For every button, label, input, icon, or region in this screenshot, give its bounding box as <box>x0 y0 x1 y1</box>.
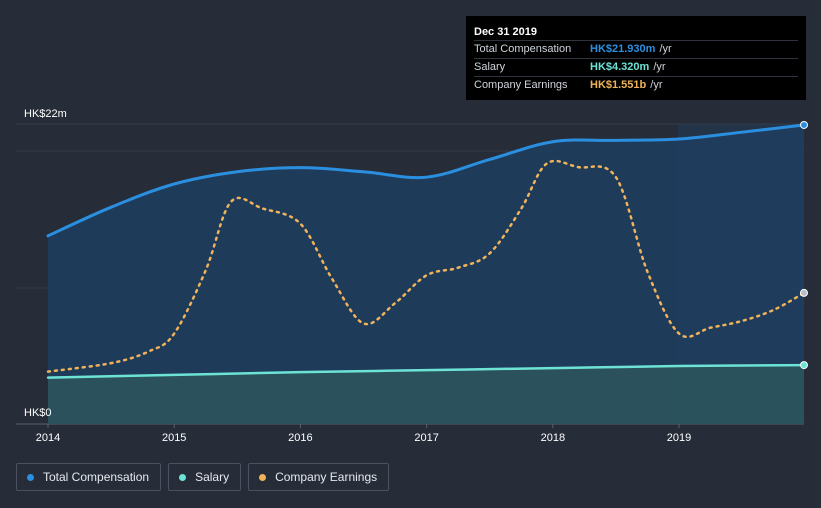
y-tick-label-min: HK$0 <box>24 407 52 419</box>
legend: Total Compensation Salary Company Earnin… <box>16 463 390 491</box>
series-lines <box>46 123 806 379</box>
tooltip-row-salary: Salary HK$4.320m /yr <box>474 58 798 76</box>
tooltip-value: HK$21.930m <box>590 43 656 55</box>
x-tick-label: 2018 <box>541 432 565 444</box>
tooltip-row-total-compensation: Total Compensation HK$21.930m /yr <box>474 40 798 58</box>
tooltip: Dec 31 2019 Total Compensation HK$21.930… <box>466 16 806 100</box>
legend-label: Company Earnings <box>275 470 378 484</box>
x-tick-label: 2019 <box>667 432 691 444</box>
tooltip-label: Total Compensation <box>474 43 572 55</box>
legend-dot-icon <box>179 473 187 481</box>
y-axis: HK$0 HK$22m <box>24 108 67 419</box>
x-tick-label: 2016 <box>288 432 312 444</box>
tooltip-row-company-earnings: Company Earnings HK$1.551b /yr <box>474 76 798 94</box>
tooltip-label: Salary <box>474 61 506 73</box>
x-tick-label: 2014 <box>36 432 60 444</box>
x-tick-label: 2017 <box>414 432 438 444</box>
salary-area <box>48 365 804 424</box>
total-compensation-line <box>46 123 806 238</box>
legend-dot-icon <box>259 473 267 481</box>
tooltip-unit: /yr <box>650 79 663 91</box>
legend-label: Salary <box>195 470 230 484</box>
total-compensation-end-marker <box>800 120 808 129</box>
tooltip-value: HK$4.320m <box>590 61 650 73</box>
tooltip-value: HK$1.551b <box>590 79 647 91</box>
y-tick-label-max: HK$22m <box>24 108 67 120</box>
tooltip-unit: /yr <box>659 43 672 55</box>
company-earnings-end-marker <box>800 288 808 297</box>
legend-item-total-compensation[interactable]: Total Compensation <box>16 463 162 491</box>
tooltip-unit: /yr <box>653 61 666 73</box>
company-earnings-line <box>46 159 806 373</box>
salary-end-marker <box>800 361 808 370</box>
legend-item-company-earnings[interactable]: Company Earnings <box>248 463 390 491</box>
tooltip-label: Company Earnings <box>474 79 568 91</box>
legend-item-salary[interactable]: Salary <box>168 463 242 491</box>
x-tick-label: 2015 <box>162 432 186 444</box>
tooltip-date: Dec 31 2019 <box>474 26 537 38</box>
salary-line <box>46 363 806 379</box>
x-axis: 2014 2015 2016 2017 2018 2019 <box>36 424 691 444</box>
series-end-markers <box>800 120 808 370</box>
legend-label: Total Compensation <box>43 470 150 484</box>
legend-dot-icon <box>27 473 34 481</box>
